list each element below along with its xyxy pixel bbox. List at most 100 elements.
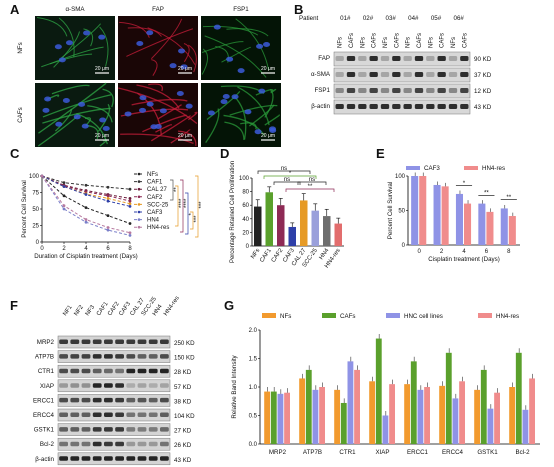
blot-band	[137, 441, 147, 447]
x-tick-label: 8	[507, 249, 511, 255]
scale-bar-label: 20 μm	[178, 133, 192, 139]
blot-band	[137, 427, 147, 432]
blot-band	[70, 354, 80, 359]
y-axis-title: Relative Band Intensity	[231, 354, 238, 418]
bar	[417, 389, 424, 444]
data-point	[106, 214, 110, 218]
blot-band	[426, 56, 435, 61]
blot-band	[81, 427, 91, 432]
panel-letter-F: F	[10, 298, 18, 313]
micrograph	[118, 16, 198, 80]
blot-band	[160, 339, 169, 344]
blot-band	[380, 104, 390, 109]
blot-band	[392, 104, 401, 109]
blot-band	[148, 368, 158, 374]
blot-band	[335, 72, 344, 77]
blot-band	[148, 397, 158, 403]
blot-band	[92, 368, 102, 374]
chart-d	[250, 170, 344, 247]
blot-band	[92, 339, 102, 344]
blot-band	[59, 383, 68, 388]
bar	[270, 391, 277, 444]
blot-band-size: 57 KD	[174, 384, 192, 391]
bar	[410, 361, 417, 444]
bar	[389, 384, 395, 444]
blot-band	[126, 339, 136, 344]
blot-band	[137, 354, 147, 359]
blot-band	[160, 441, 169, 447]
bar	[382, 415, 389, 444]
legend-entry: HN4-res	[496, 313, 519, 320]
blot-band-name: β-actin	[35, 456, 54, 463]
data-point	[128, 202, 132, 206]
micro-col-title: α-SMA	[65, 6, 85, 13]
blot-band	[126, 368, 136, 374]
blot-band	[346, 72, 356, 77]
scale-bar-label: 20 μm	[261, 133, 275, 139]
blot-band	[148, 383, 158, 388]
significance-label: *	[289, 171, 292, 177]
bar	[529, 378, 535, 444]
bar	[369, 381, 376, 444]
blot-band	[148, 412, 158, 417]
blot-band	[160, 368, 169, 374]
data-point	[62, 181, 66, 185]
blot-band-name: FAP	[318, 55, 330, 62]
legend-swatch	[262, 313, 276, 318]
blot-band-name: GSTK1	[34, 427, 55, 434]
blot-band	[369, 88, 378, 93]
data-point	[84, 193, 88, 196]
blot-band-name: α-SMA	[311, 71, 331, 78]
chart-e	[406, 166, 520, 246]
blot-band	[126, 441, 136, 447]
blot-band	[137, 339, 147, 344]
lane-label: NFs	[338, 37, 344, 48]
blot-band	[335, 56, 344, 61]
x-axis-title: Cisplatin treatment (Days)	[428, 256, 500, 263]
y-tick-label: 2.0	[249, 328, 258, 334]
data-point	[106, 197, 110, 200]
blot-band	[137, 397, 147, 403]
bar	[265, 192, 273, 246]
blot-band	[81, 456, 91, 461]
x-tick-label: 4	[84, 246, 88, 252]
blot-band-name: CTR1	[38, 368, 55, 375]
y-axis-title: Percent Cell Survival	[387, 182, 394, 239]
blot-band-size: 28 KD	[174, 369, 192, 376]
y-tick-label: 1.5	[249, 357, 258, 363]
bar	[478, 203, 486, 245]
significance-label: **	[308, 184, 313, 190]
significance-label: ns	[281, 166, 287, 172]
significance-label: ***	[199, 201, 205, 209]
blot-band	[148, 456, 158, 461]
data-point	[84, 183, 88, 187]
panel-b	[333, 51, 471, 115]
blot-band-size: 43 KD	[474, 104, 492, 111]
blot-band	[335, 104, 344, 109]
panel-letter-C: C	[10, 146, 20, 161]
data-point	[62, 207, 66, 211]
patient-id: 04#	[408, 15, 419, 22]
data-point	[84, 220, 88, 224]
blot-band	[358, 56, 367, 61]
lane-label: NF1	[62, 304, 74, 317]
y-tick-label: 20	[242, 230, 249, 236]
significance-label: ****	[184, 198, 190, 208]
bar	[487, 408, 494, 444]
x-tick-label: ERCC4	[442, 449, 464, 456]
bar	[455, 193, 463, 245]
blot-band	[59, 339, 68, 344]
bar	[311, 210, 319, 246]
blot-band	[137, 456, 147, 461]
blot-band	[59, 441, 68, 447]
x-tick-label: 6	[106, 246, 110, 252]
blot-band	[437, 56, 446, 61]
legend-swatch	[386, 313, 400, 318]
blot-band	[160, 354, 169, 359]
blot-band-name: ERCC1	[33, 397, 55, 404]
blot-band	[104, 368, 113, 374]
blot-band	[115, 397, 124, 403]
blot-band	[448, 88, 458, 93]
panel-letter-D: D	[220, 146, 229, 161]
